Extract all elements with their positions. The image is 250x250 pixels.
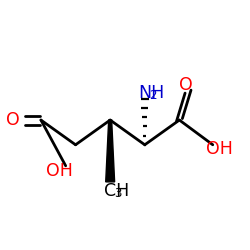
Text: OH: OH — [206, 140, 233, 158]
Text: O: O — [6, 111, 20, 129]
Text: 2: 2 — [149, 89, 157, 102]
Text: O: O — [179, 76, 192, 94]
Polygon shape — [106, 120, 114, 182]
Text: CH: CH — [104, 182, 129, 200]
Text: NH: NH — [138, 84, 165, 102]
Text: OH: OH — [46, 162, 73, 180]
Text: 3: 3 — [114, 187, 122, 200]
